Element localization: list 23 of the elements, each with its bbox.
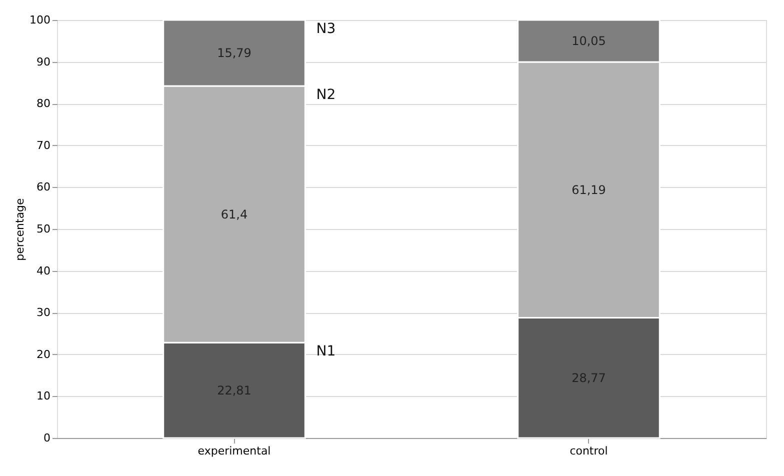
y-tick-label: 40: [36, 264, 50, 278]
x-tick-label: experimental: [198, 444, 271, 458]
y-tick-label: 100: [30, 14, 50, 26]
data-label: 61,4: [220, 207, 248, 222]
y-axis-title: percentage: [14, 198, 27, 261]
y-tick-label: 70: [36, 138, 50, 152]
data-label: 28,77: [572, 370, 606, 385]
data-label: 15,79: [217, 46, 252, 60]
series-label: N3: [316, 21, 336, 37]
data-label: 61,19: [572, 182, 606, 197]
y-tick-label: 0: [44, 432, 50, 444]
y-tick-label: 50: [36, 222, 50, 236]
data-label: 22,81: [217, 383, 252, 398]
y-tick-label: 80: [36, 97, 50, 110]
series-label: N2: [316, 87, 336, 103]
series-label: N1: [316, 344, 336, 360]
data-label: 10,05: [572, 34, 606, 48]
y-tick-label: 60: [36, 180, 50, 194]
y-tick-label: 10: [36, 390, 50, 403]
y-tick-label: 90: [36, 55, 50, 68]
y-tick-label: 20: [36, 348, 50, 361]
y-tick-label: 30: [36, 306, 50, 320]
x-tick-label: control: [570, 444, 608, 458]
